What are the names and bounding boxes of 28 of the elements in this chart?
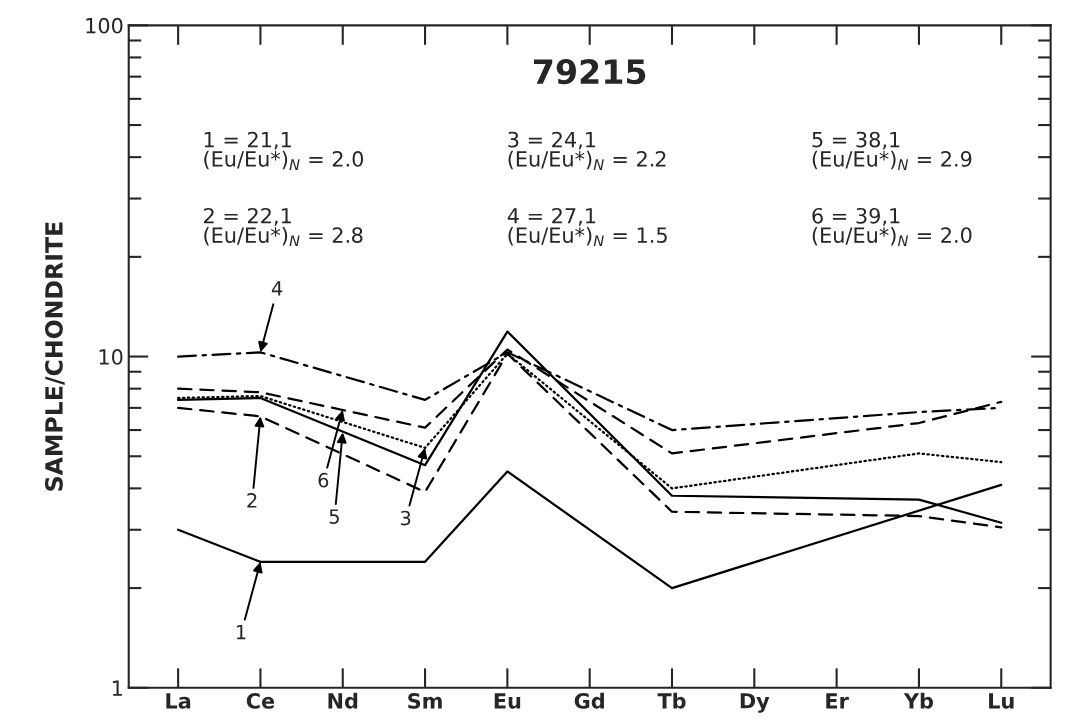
x-tick-label: Sm <box>408 693 442 709</box>
y-tick-label: 100 <box>86 17 123 34</box>
annotation: 5 <box>329 509 339 524</box>
y-tick-label: 10 <box>99 349 123 365</box>
annotation: 2 <box>247 493 257 508</box>
x-tick-label: Gd <box>574 692 604 709</box>
annotation: 3 <box>400 510 411 526</box>
annotation: 6 = 39,1 (Eu/Eu*)$_{N}$ = 2.0 <box>812 207 972 247</box>
y-tick-label: 1 <box>112 680 122 696</box>
annotation: 4 <box>271 281 283 296</box>
annotation: 5 = 38,1 (Eu/Eu*)$_{N}$ = 2.9 <box>812 131 972 170</box>
annotation: 3 = 24,1 (Eu/Eu*)$_{N}$ = 2.2 <box>508 131 666 170</box>
annotation: 6 <box>318 472 329 488</box>
x-tick-label: Yb <box>903 692 933 709</box>
x-tick-label: Tb <box>657 692 686 709</box>
x-tick-label: Nd <box>328 692 358 709</box>
annotation: 2 = 22,1 (Eu/Eu*)$_{N}$ = 2.8 <box>204 207 363 247</box>
annotation: 4 = 27,1 (Eu/Eu*)$_{N}$ = 1.5 <box>507 207 667 247</box>
x-tick-label: Lu <box>989 693 1014 709</box>
x-tick-label: Eu <box>494 693 521 709</box>
x-tick-label: Er <box>826 693 849 709</box>
x-tick-label: La <box>166 693 191 709</box>
y-axis-title: SAMPLE/CHONDRITE <box>45 222 65 491</box>
annotation: 1 = 21,1 (Eu/Eu*)$_{N}$ = 2.0 <box>204 131 364 170</box>
annotation: 1 <box>236 624 246 640</box>
text: 79215 <box>533 59 646 85</box>
x-tick-label: Ce <box>246 693 275 709</box>
x-tick-label: Dy <box>740 693 770 713</box>
